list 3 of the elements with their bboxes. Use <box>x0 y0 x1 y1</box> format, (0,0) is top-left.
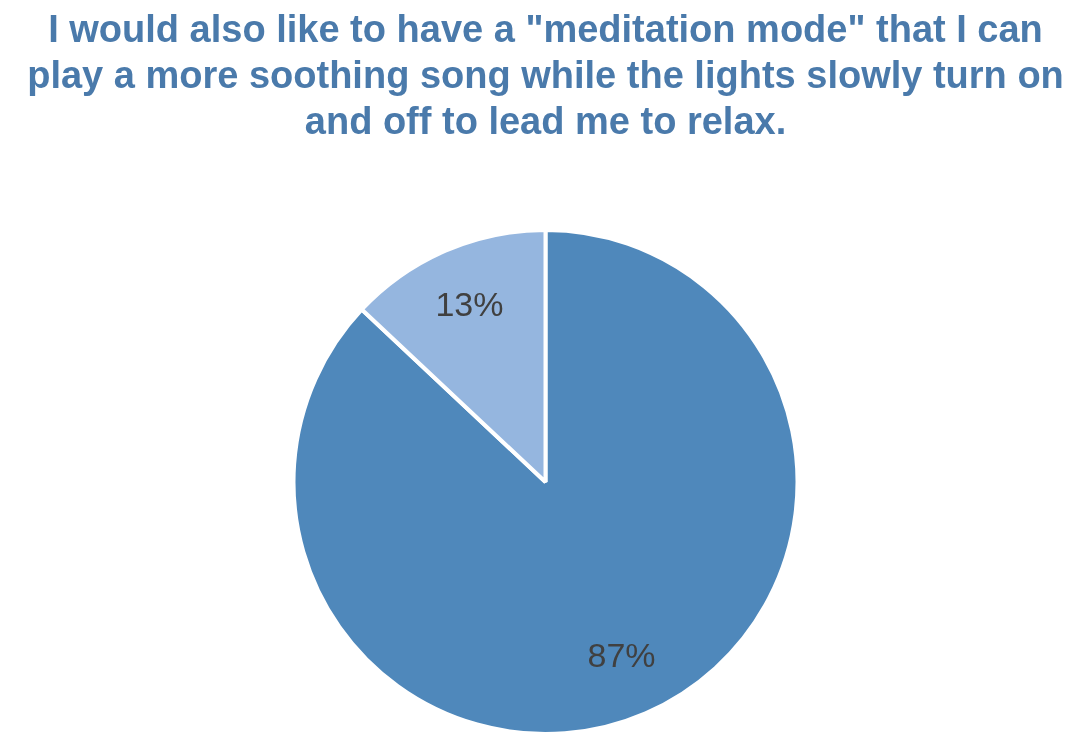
data-label: 13% <box>435 284 504 323</box>
chart-title: I would also like to have a "meditation mode" that I can play a more soothing song while the lights slowly turn on and off to lead me to relax. <box>26 7 1065 144</box>
data-label: 87% <box>587 636 656 675</box>
